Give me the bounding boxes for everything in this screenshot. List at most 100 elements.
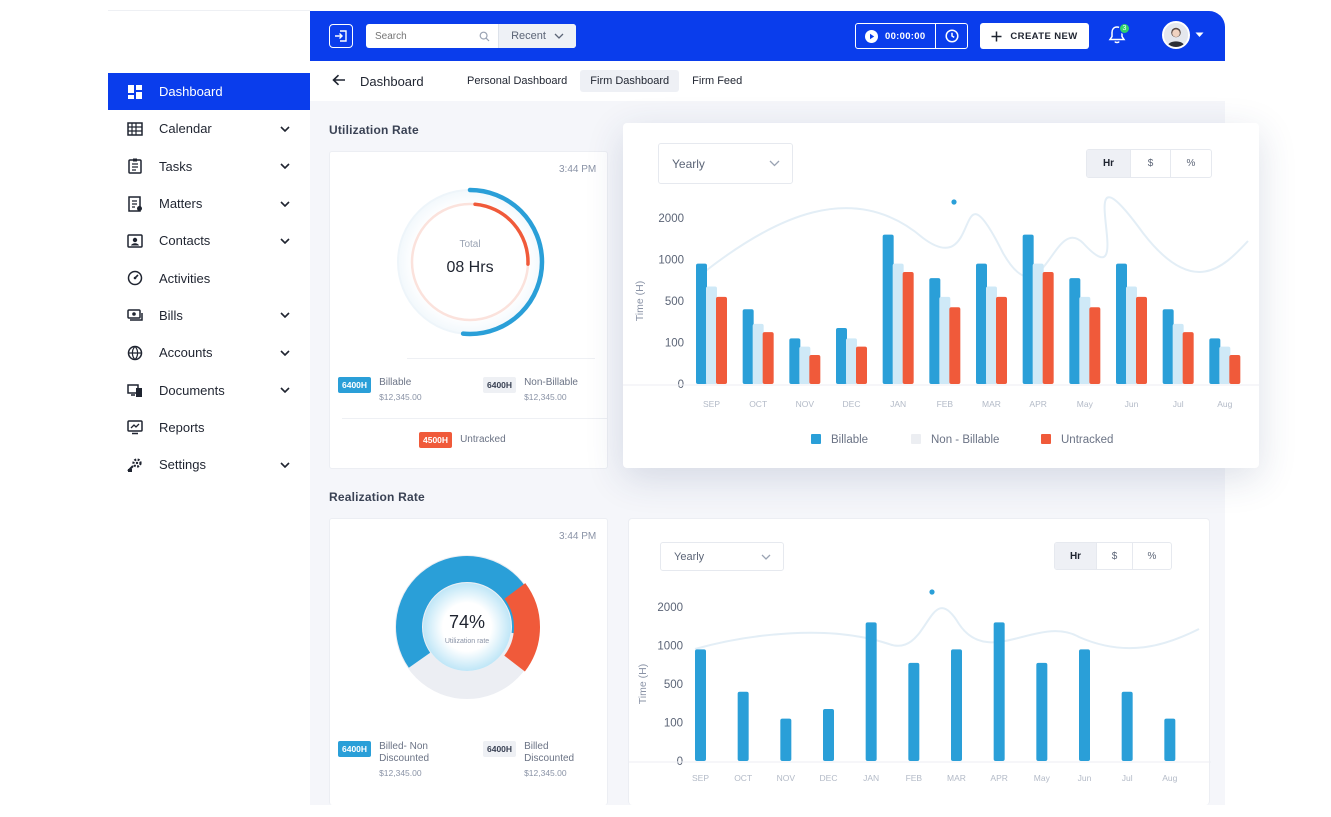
bar-billable-dec[interactable] <box>836 327 847 384</box>
bar-billed-mar[interactable] <box>951 649 962 761</box>
bar-billed-jun[interactable] <box>1079 649 1090 761</box>
bar-non-billable-jul[interactable] <box>1172 323 1184 384</box>
bar-billable-jul[interactable] <box>1162 309 1174 384</box>
trend-wave-line <box>694 607 1200 650</box>
bar-billed-feb[interactable] <box>908 662 920 761</box>
bar-non-billable-jun[interactable] <box>1126 286 1137 384</box>
chevron-down-icon[interactable] <box>280 310 290 320</box>
utilization-unit-hours[interactable]: Hr <box>1087 150 1131 177</box>
untracked-ring-arc <box>410 202 530 322</box>
bar-billable-aug[interactable] <box>1209 338 1221 384</box>
timer-play-button[interactable]: 00:00:00 <box>856 24 936 48</box>
sidebar-item-calendar[interactable]: Calendar <box>108 110 310 147</box>
create-new-button[interactable]: CREATE NEW <box>980 23 1089 49</box>
dashboard-content: Utilization Rate 3:44 PM Total 08 Hrs <box>310 101 1259 805</box>
bar-non-billable-mar[interactable] <box>986 286 997 384</box>
sidebar-item-matters[interactable]: Matters <box>108 185 310 222</box>
bar-billed-jul[interactable] <box>1121 691 1133 761</box>
bar-billable-may[interactable] <box>1069 278 1081 384</box>
bar-billed-oct[interactable] <box>737 691 749 761</box>
bar-billable-mar[interactable] <box>976 263 987 384</box>
realization-period-select[interactable]: Yearly <box>660 542 784 571</box>
chevron-down-icon[interactable] <box>280 236 290 246</box>
bar-non-billable-dec[interactable] <box>846 338 857 384</box>
chevron-down-icon[interactable] <box>280 460 290 470</box>
avatar[interactable] <box>1162 21 1190 49</box>
bar-untracked-jan[interactable] <box>902 271 914 384</box>
chevron-down-icon[interactable] <box>280 348 290 358</box>
sidebar-item-activities[interactable]: Activities <box>108 259 310 296</box>
recent-dropdown[interactable]: Recent <box>498 24 576 48</box>
sidebar-item-tasks[interactable]: Tasks <box>108 148 310 185</box>
bar-non-billable-aug[interactable] <box>1219 346 1231 384</box>
chevron-down-icon[interactable] <box>280 124 290 134</box>
bar-billed-sep[interactable] <box>695 649 706 761</box>
bar-untracked-jul[interactable] <box>1182 332 1194 384</box>
chevron-down-icon[interactable] <box>280 199 290 209</box>
chevron-down-icon[interactable] <box>280 161 290 171</box>
bar-billable-apr[interactable] <box>1022 234 1034 384</box>
matters-icon <box>127 195 143 212</box>
accounts-icon <box>127 345 143 361</box>
notifications-button[interactable]: 3 <box>1108 23 1130 47</box>
tab-firm-dashboard[interactable]: Firm Dashboard <box>580 70 680 92</box>
realization-unit-percent[interactable]: % <box>1147 550 1157 562</box>
tab-personal-dashboard[interactable]: Personal Dashboard <box>467 75 568 87</box>
bar-billable-jun[interactable] <box>1116 263 1127 384</box>
bar-untracked-mar[interactable] <box>996 296 1007 384</box>
realization-percent: 74% <box>449 612 485 632</box>
realization-unit-dollar[interactable]: $ <box>1097 543 1133 569</box>
bar-non-billable-may[interactable] <box>1079 296 1091 384</box>
utilization-period-select[interactable]: Yearly <box>658 143 793 184</box>
bar-untracked-apr[interactable] <box>1042 271 1054 384</box>
search-icon[interactable] <box>474 31 494 42</box>
bar-untracked-may[interactable] <box>1089 307 1101 384</box>
sidebar-item-contacts[interactable]: Contacts <box>108 222 310 259</box>
sidebar-item-bills[interactable]: Bills <box>108 297 310 334</box>
sidebar-item-dashboard[interactable]: Dashboard <box>108 73 310 111</box>
x-tick-label: Jul <box>1173 399 1184 409</box>
bar-non-billable-feb[interactable] <box>939 296 951 384</box>
bar-untracked-oct[interactable] <box>762 332 774 384</box>
bar-non-billable-nov[interactable] <box>799 346 811 384</box>
bar-billed-apr[interactable] <box>993 622 1005 761</box>
realization-unit-hours[interactable]: Hr <box>1055 543 1097 569</box>
back-arrow-icon[interactable] <box>332 74 346 86</box>
utilization-unit-percent[interactable]: % <box>1186 158 1196 169</box>
bar-untracked-feb[interactable] <box>949 307 961 384</box>
sidebar-item-accounts[interactable]: Accounts <box>108 334 310 371</box>
bar-billable-feb[interactable] <box>929 278 941 384</box>
bar-non-billable-apr[interactable] <box>1032 263 1044 384</box>
bar-billed-jan[interactable] <box>865 622 877 761</box>
x-tick-label: MAR <box>947 773 966 783</box>
bar-billed-nov[interactable] <box>780 718 792 761</box>
bar-billable-sep[interactable] <box>696 263 707 384</box>
utilization-unit-dollar[interactable]: $ <box>1131 150 1171 177</box>
bar-untracked-jun[interactable] <box>1136 296 1147 384</box>
realization-summary-card: 3:44 PM 74% Utilization rate 6400H <box>329 518 608 805</box>
timer-history-button[interactable] <box>936 29 967 43</box>
bar-untracked-sep[interactable] <box>716 296 727 384</box>
bar-billable-nov[interactable] <box>789 338 801 384</box>
sidebar-item-reports[interactable]: Reports <box>108 409 310 446</box>
tasks-icon <box>127 158 143 174</box>
caret-down-icon[interactable] <box>1195 32 1204 38</box>
bar-billable-jan[interactable] <box>882 234 894 384</box>
bar-billable-oct[interactable] <box>742 309 754 384</box>
bar-billed-aug[interactable] <box>1164 718 1176 761</box>
sidebar-item-settings[interactable]: Settings <box>108 446 310 483</box>
bar-untracked-nov[interactable] <box>809 354 821 384</box>
exit-button[interactable] <box>329 24 353 48</box>
bar-billed-may[interactable] <box>1036 662 1048 761</box>
chevron-down-icon[interactable] <box>280 385 290 395</box>
bar-untracked-aug[interactable] <box>1229 354 1241 384</box>
bar-untracked-dec[interactable] <box>856 346 867 384</box>
search-input[interactable] <box>366 25 474 47</box>
bar-non-billable-jan[interactable] <box>892 263 904 384</box>
x-tick-label: JAN <box>863 773 879 783</box>
bar-billed-dec[interactable] <box>823 709 834 761</box>
sidebar-item-documents[interactable]: Documents <box>108 371 310 408</box>
bar-non-billable-sep[interactable] <box>706 286 717 384</box>
tab-firm-feed[interactable]: Firm Feed <box>692 75 743 87</box>
bar-non-billable-oct[interactable] <box>752 323 764 384</box>
